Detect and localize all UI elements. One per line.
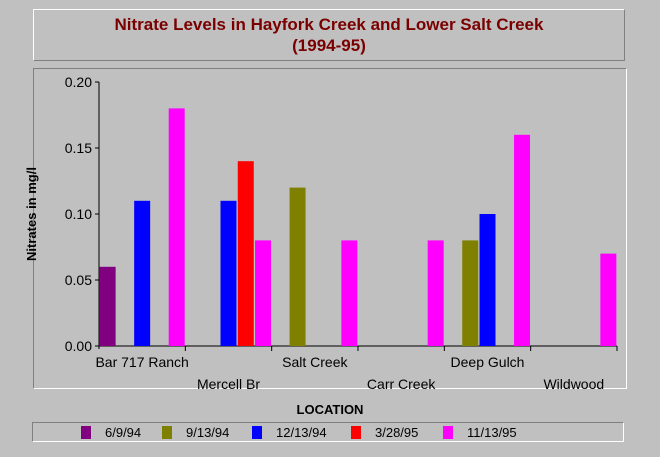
chart-title-box: Nitrate Levels in Hayfork Creek and Lowe… [33,9,625,61]
legend-item: 12/13/94 [252,425,327,440]
legend-label: 6/9/94 [105,425,142,440]
bar [134,200,151,346]
bar [514,134,531,346]
legend-label: 12/13/94 [276,425,327,440]
legend-swatch [351,426,361,439]
bar [462,240,479,346]
bar [341,240,358,346]
x-category-label: Carr Creek [367,376,436,392]
bar [427,240,444,346]
x-category-label: Wildwood [543,376,604,392]
legend-item: 11/13/95 [443,425,517,440]
bar [168,108,185,347]
legend-swatch [443,426,453,439]
y-tick-label: 0.10 [65,206,92,222]
y-tick-label: 0.20 [65,74,92,90]
bar [479,214,496,346]
legend-item: 3/28/95 [351,425,418,440]
x-category-label: Deep Gulch [451,354,525,370]
legend-swatch [162,426,172,439]
legend: 6/9/94 9/13/94 12/13/94 3/28/95 11/13/95 [32,422,624,442]
legend-label: 3/28/95 [375,425,419,440]
bar [99,266,116,346]
chart-subtitle: (1994-95) [292,36,366,55]
bar [600,253,617,346]
y-tick-label: 0.15 [65,140,92,156]
x-category-label: Mercell Br [197,376,260,392]
x-category-label: Bar 717 Ranch [95,354,188,370]
y-axis-label: Nitrates in mg/l [24,167,39,261]
bar [289,187,306,346]
y-tick-label: 0.05 [65,272,92,288]
legend-swatch [81,426,91,439]
legend-label: 9/13/94 [186,425,230,440]
legend-label: 11/13/95 [467,425,517,440]
chart-panel [33,68,627,389]
legend-item: 6/9/94 [81,425,141,440]
x-category-label: Salt Creek [282,354,348,370]
bar-chart: 0.00 0.05 0.10 0.15 0.20 Nitrates in mg/l Bar … [24,74,618,392]
bar [255,240,272,346]
legend-item: 9/13/94 [162,425,229,440]
x-axis-label: LOCATION [296,402,364,417]
bar [220,200,237,346]
legend-swatch [252,426,262,439]
bar [237,161,254,346]
chart-title: Nitrate Levels in Hayfork Creek and Lowe… [114,15,544,34]
y-tick-label: 0.00 [65,338,92,354]
